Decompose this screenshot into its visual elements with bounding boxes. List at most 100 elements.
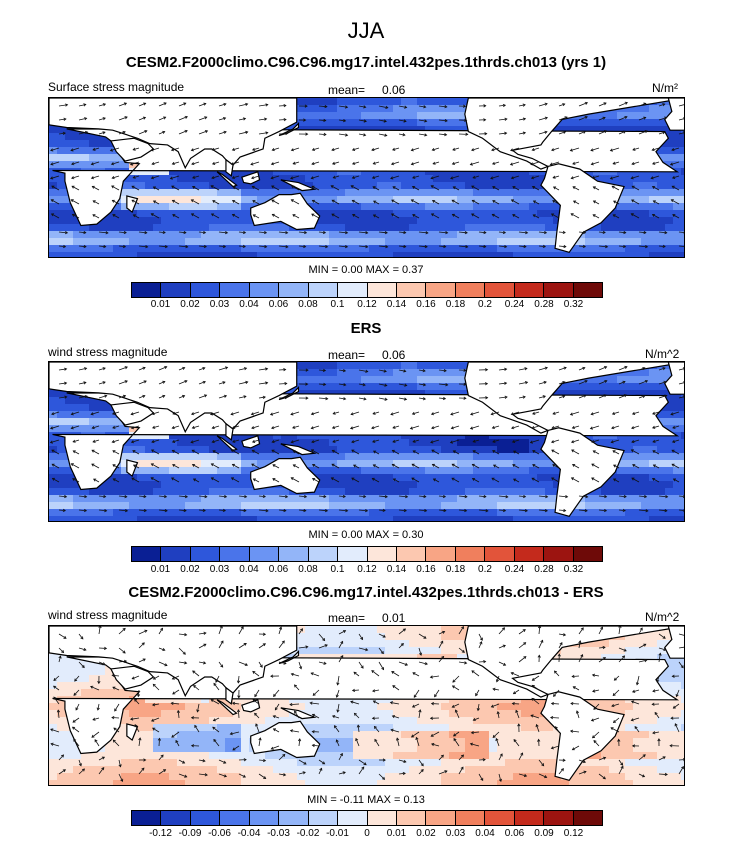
field-cell [369,467,378,475]
field-cell [345,467,354,475]
wind-vector [258,118,267,121]
field-cell [137,460,146,468]
field-cell [537,509,546,517]
field-cell [97,516,106,521]
field-cell [233,252,242,257]
field-cell [273,432,282,440]
field-cell [489,488,498,496]
wind-vector-head [385,245,389,249]
field-cell [489,474,498,482]
wind-vector-head [544,116,549,120]
field-cell [193,175,202,183]
field-cell [97,397,106,405]
field-cell [281,446,290,454]
field-cell [129,217,138,225]
field-cell [169,189,178,197]
field-cell [65,210,74,218]
field-cell [153,488,162,496]
field-cell [281,432,290,440]
field-cell [625,495,634,503]
field-cell [585,376,594,384]
field-cell [569,516,578,521]
field-cell [97,245,106,253]
field-cell [185,453,194,461]
wind-vector [358,495,366,498]
field-cell [337,446,346,454]
field-cell [457,502,466,510]
wind-vector-head [463,368,467,372]
wind-vector-head [251,449,255,453]
wind-vector [570,147,580,152]
wind-vector-head [51,449,55,453]
field-cell [369,112,378,120]
wind-vector [592,175,600,179]
field-cell [233,245,242,253]
field-cell [345,182,354,190]
wind-vector [112,214,120,219]
field-cell [433,369,442,377]
wind-vector [518,118,526,121]
wind-vector-head [91,463,95,467]
field-cell [65,516,74,521]
field-cell [657,217,666,225]
field-cell [625,446,634,454]
field-cell [681,411,684,419]
field-cell [73,509,82,517]
continent-outline [280,179,317,192]
field-cell [665,467,674,475]
field-cell [185,203,194,211]
wind-vector-head [403,508,407,513]
wind-vector-head [351,440,355,444]
field-cell [361,112,370,120]
wind-vector-head [504,395,508,399]
field-cell [305,516,314,521]
wind-vector-head [432,161,436,165]
field-cell [385,467,394,475]
field-cell [297,119,306,127]
field-cell [505,509,514,517]
field-cell [521,224,530,232]
field-cell [465,453,474,461]
field-cell [433,196,442,204]
wind-vector [472,478,480,483]
wind-vector [518,367,527,371]
field-cell [617,175,626,183]
field-cell [401,495,410,503]
wind-vector-head [64,231,69,235]
wind-vector [610,175,620,180]
wind-vector-head [222,508,227,513]
field-cell [337,502,346,510]
field-cell [513,203,522,211]
field-cell [657,411,666,419]
field-cell [457,481,466,489]
field-cell [65,411,74,419]
field-cell [257,175,266,183]
field-cell [305,502,314,510]
field-cell [57,154,66,162]
colorbar-box [455,283,486,297]
wind-vector [572,186,580,191]
field-cell [481,203,490,211]
field-cell [161,453,170,461]
wind-vector-head [271,426,275,430]
wind-vector [151,439,160,443]
field-cell [665,140,674,148]
field-cell [193,467,202,475]
field-cell [385,98,394,106]
field-cell [617,252,626,257]
continent-outline [126,459,139,477]
wind-vector-head [223,394,228,398]
field-cell [681,481,684,489]
field-cell [225,495,234,503]
wind-vector [450,175,460,179]
field-cell [457,460,466,468]
field-cell [425,119,434,127]
wind-vector [418,105,426,108]
field-cell [153,516,162,521]
field-cell [313,453,322,461]
wind-vector [278,509,286,512]
wind-vector-head [112,478,116,482]
field-cell [657,453,666,461]
field-cell [113,418,122,426]
field-cell [385,175,394,183]
